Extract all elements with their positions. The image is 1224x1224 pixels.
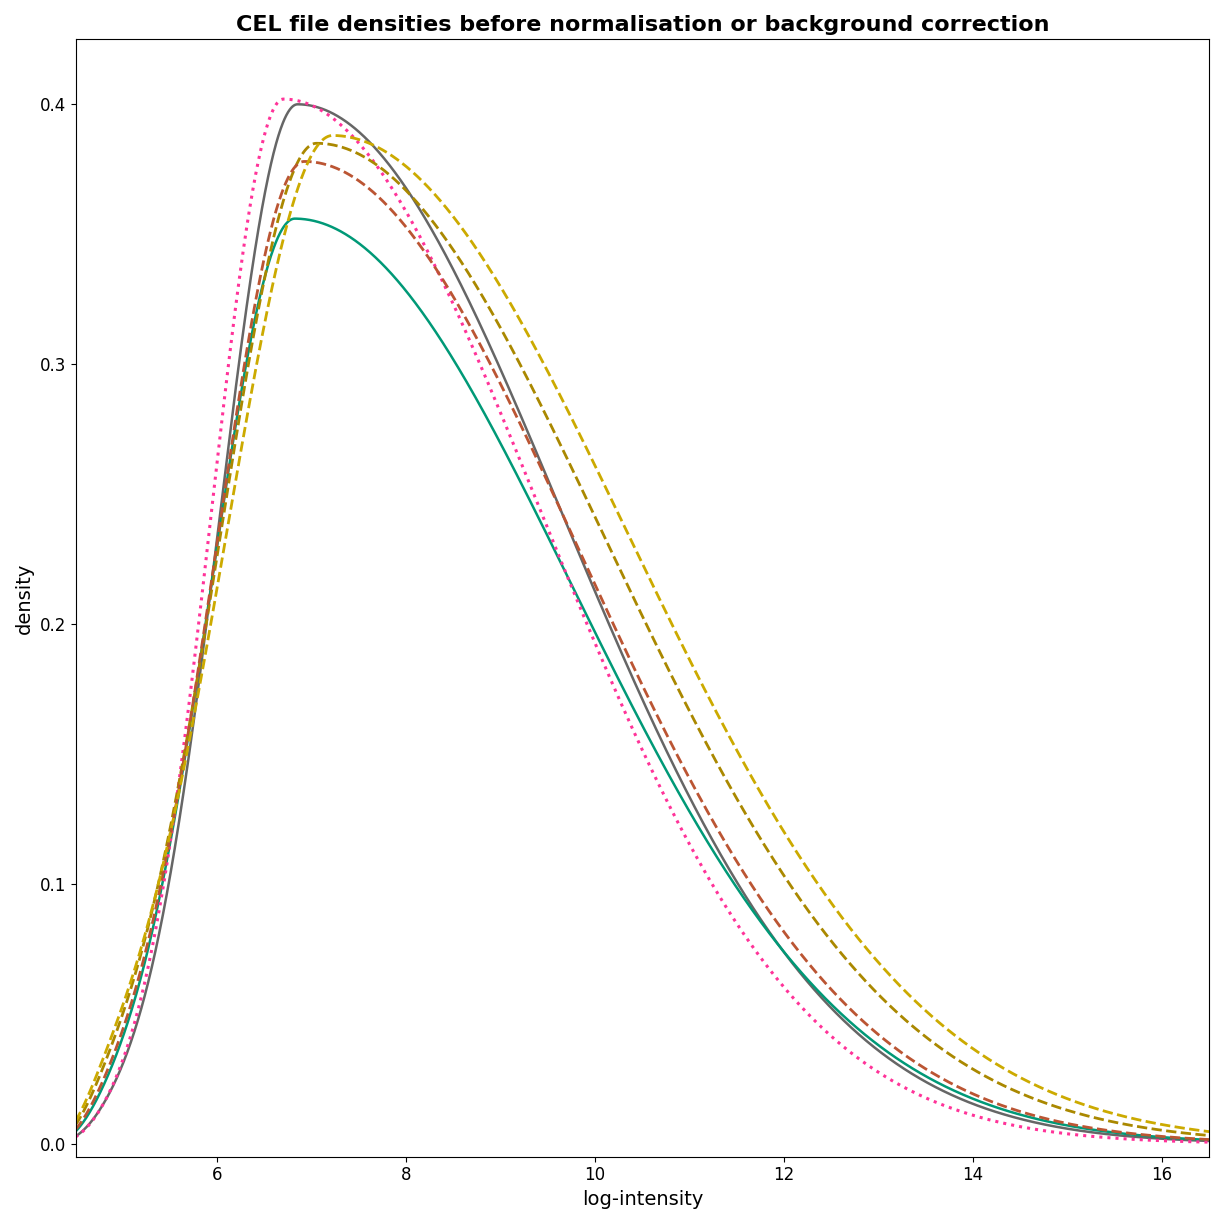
Y-axis label: density: density: [15, 562, 34, 634]
Title: CEL file densities before normalisation or background correction: CEL file densities before normalisation …: [235, 15, 1049, 35]
X-axis label: log-intensity: log-intensity: [581, 1190, 703, 1209]
